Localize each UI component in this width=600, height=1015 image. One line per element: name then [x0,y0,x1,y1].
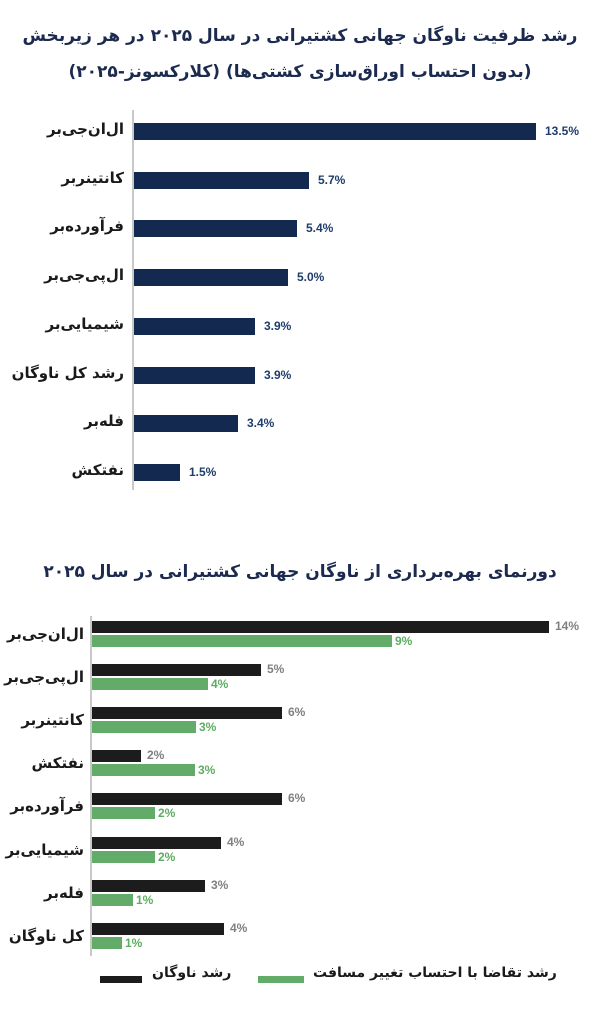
chart2-value-fleet: 14% [555,619,580,633]
chart1-bar [134,220,297,237]
chart1-category-label: رشد کل ناوگان [11,364,124,382]
chart2-bar-demand [92,764,195,776]
chart2-bar-demand [92,721,196,733]
chart2-category-label: کانتینربر [21,711,84,729]
chart2-value-demand: 3% [198,763,216,777]
chart1-value-label: 5.4% [306,221,334,235]
chart2-value-fleet: 6% [288,705,306,719]
chart2-value-demand: 1% [125,936,143,950]
chart2-category-label: فله‌بر [43,884,84,902]
chart2-bar-fleet [92,923,224,935]
chart1-bar [134,172,309,189]
chart2-bar-demand [92,807,155,819]
chart2-value-demand: 9% [395,634,413,648]
chart2-value-fleet: 4% [230,921,248,935]
chart1-category-label: نفتکش [71,461,124,479]
chart2-bar-fleet [92,880,205,892]
chart1-category-label: شیمیایی‌بر [45,315,124,333]
chart1-value-label: 3.4% [247,416,275,430]
chart1-bar [134,415,238,432]
chart2-value-fleet: 3% [211,878,229,892]
chart1-value-label: 3.9% [264,368,292,382]
chart1-value-label: 5.7% [318,173,346,187]
legend-swatch-demand [258,976,304,983]
chart2-value-demand: 1% [136,893,154,907]
chart2-category-label: فرآورده‌بر [10,797,84,815]
chart2-value-demand: 3% [199,720,217,734]
chart1-value-label: 1.5% [189,465,217,479]
chart1-subtitle: (بدون احتساب اوراق‌سازی کشتی‌ها) (کلارکس… [68,62,532,82]
chart1-title: رشد ظرفیت ناوگان جهانی کشتیرانی در سال ۲… [22,26,578,46]
chart2-bar-demand [92,851,155,863]
chart2-bar-demand [92,894,133,906]
legend-label-fleet: رشد ناوگان [152,965,232,981]
chart2-category-label: کل ناوگان [8,927,84,945]
chart1-category-label: ال‌پی‌جی‌بر [44,266,124,284]
chart1-value-label: 3.9% [264,319,292,333]
chart2-value-fleet: 6% [288,791,306,805]
chart2-bar-fleet [92,664,261,676]
chart2-value-fleet: 5% [267,662,285,676]
chart2-category-label: نفتکش [31,754,84,772]
chart1-category-label: کانتینربر [61,169,124,187]
chart1-category-label: ال‌ان‌جی‌بر [46,120,124,138]
chart2-bar-demand [92,937,122,949]
chart1-bar [134,269,288,286]
chart2-value-demand: 2% [158,850,176,864]
chart2-title: دورنمای بهره‌برداری از ناوگان جهانی کشتی… [43,562,557,582]
chart1-value-label: 5.0% [297,270,325,284]
chart1-bar [134,318,255,335]
chart1-value-label: 13.5% [545,124,580,138]
chart2-bar-fleet [92,707,282,719]
chart2-value-demand: 2% [158,806,176,820]
chart1-axis [132,110,134,490]
chart2-value-fleet: 4% [227,835,245,849]
chart2-value-fleet: 2% [147,748,165,762]
chart2-bar-fleet [92,793,282,805]
legend-label-demand: رشد تقاضا با احتساب تغییر مسافت [313,965,557,981]
chart2-value-demand: 4% [211,677,229,691]
chart2-category-label: ال‌ان‌جی‌بر [6,625,84,643]
chart1-category-label: فله‌بر [83,412,124,430]
chart2-category-label: ال‌پی‌جی‌بر [4,668,84,686]
chart2-bar-fleet [92,750,141,762]
chart2-bar-demand [92,635,392,647]
chart2-bar-fleet [92,621,549,633]
chart1-bar [134,123,536,140]
chart1-category-label: فرآورده‌بر [50,217,124,235]
chart2-axis [90,616,92,956]
chart1-bar [134,464,180,481]
legend-swatch-fleet [100,976,142,983]
chart2-bar-fleet [92,837,221,849]
chart1-bar [134,367,255,384]
chart2-bar-demand [92,678,208,690]
chart2-category-label: شیمیایی‌بر [5,841,84,859]
